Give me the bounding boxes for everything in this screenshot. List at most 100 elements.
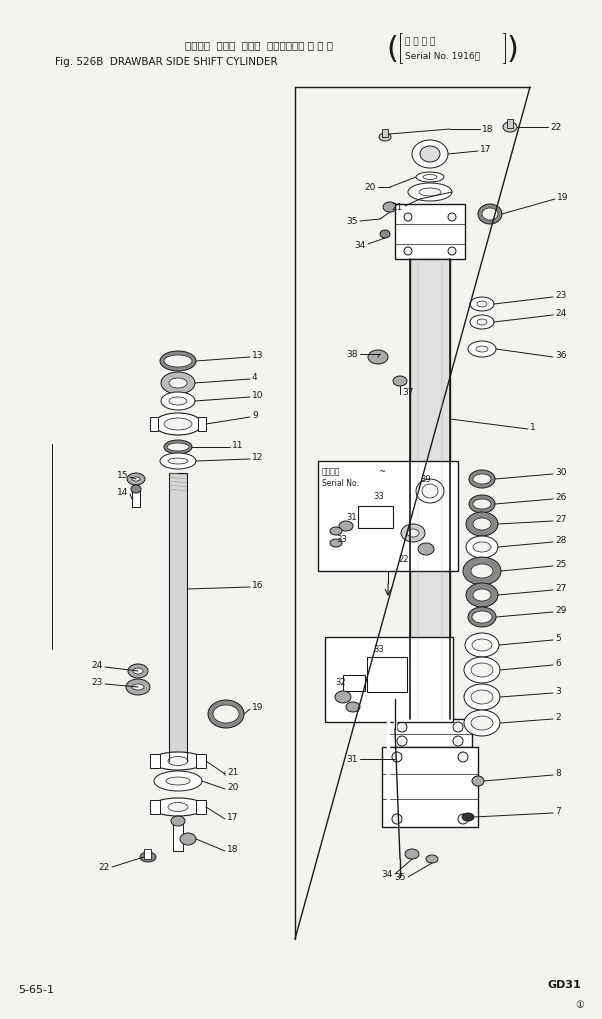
Ellipse shape <box>404 248 412 256</box>
Text: 21: 21 <box>392 203 403 211</box>
Ellipse shape <box>164 440 192 454</box>
Text: 12: 12 <box>252 453 264 462</box>
Ellipse shape <box>161 373 195 394</box>
Ellipse shape <box>416 480 444 503</box>
Text: 29: 29 <box>555 606 566 614</box>
Ellipse shape <box>151 752 205 770</box>
Ellipse shape <box>397 722 407 733</box>
Ellipse shape <box>468 341 496 358</box>
Ellipse shape <box>392 752 402 762</box>
Bar <box>169 474 187 761</box>
Ellipse shape <box>330 528 342 535</box>
Ellipse shape <box>133 668 143 675</box>
Ellipse shape <box>335 691 351 703</box>
Bar <box>395 205 465 260</box>
Bar <box>198 418 206 432</box>
Ellipse shape <box>346 702 360 712</box>
Ellipse shape <box>468 607 496 628</box>
Ellipse shape <box>126 680 150 695</box>
Ellipse shape <box>476 346 488 353</box>
Bar <box>173 821 183 851</box>
Ellipse shape <box>169 379 187 388</box>
Ellipse shape <box>412 141 448 169</box>
Ellipse shape <box>368 351 388 365</box>
Ellipse shape <box>472 611 492 624</box>
Text: 23: 23 <box>555 291 566 301</box>
Text: 34: 34 <box>382 869 393 878</box>
Ellipse shape <box>462 813 474 821</box>
Text: Fig. 526B  DRAWBAR SIDE SHIFT CYLINDER: Fig. 526B DRAWBAR SIDE SHIFT CYLINDER <box>55 57 278 67</box>
Ellipse shape <box>465 634 499 657</box>
Bar <box>196 800 206 814</box>
Ellipse shape <box>208 700 244 729</box>
Text: 31: 31 <box>346 513 356 522</box>
Ellipse shape <box>473 519 491 531</box>
Text: 38: 38 <box>347 351 358 359</box>
Text: 25: 25 <box>555 560 566 569</box>
Text: 1: 1 <box>530 423 536 432</box>
Text: 24: 24 <box>92 661 103 669</box>
Ellipse shape <box>448 214 456 222</box>
Text: 量用号機: 量用号機 <box>322 467 341 476</box>
Text: 19: 19 <box>252 703 264 712</box>
Text: 13: 13 <box>252 352 264 360</box>
Text: Serial No.: Serial No. <box>322 479 359 488</box>
Ellipse shape <box>168 803 188 812</box>
Ellipse shape <box>471 690 493 704</box>
Ellipse shape <box>330 539 342 547</box>
Ellipse shape <box>416 173 444 182</box>
Bar <box>144 849 151 859</box>
Text: 37: 37 <box>402 388 414 397</box>
Text: 4: 4 <box>252 373 258 382</box>
Ellipse shape <box>164 356 192 368</box>
Ellipse shape <box>470 298 494 312</box>
Ellipse shape <box>180 834 196 845</box>
Ellipse shape <box>466 584 498 607</box>
Ellipse shape <box>405 849 419 859</box>
Ellipse shape <box>419 189 441 197</box>
Bar <box>196 754 206 768</box>
Ellipse shape <box>167 443 189 451</box>
Bar <box>150 800 160 814</box>
Ellipse shape <box>422 484 438 498</box>
Text: ①: ① <box>575 999 584 1009</box>
Ellipse shape <box>160 352 196 372</box>
Ellipse shape <box>154 414 202 435</box>
Ellipse shape <box>473 499 491 510</box>
Ellipse shape <box>473 589 491 601</box>
Ellipse shape <box>127 474 145 485</box>
Text: 32: 32 <box>335 678 346 687</box>
Text: 17: 17 <box>480 146 491 154</box>
Text: 26: 26 <box>555 493 566 502</box>
Ellipse shape <box>458 814 468 824</box>
Ellipse shape <box>397 737 407 746</box>
Text: 適 用 号 機: 適 用 号 機 <box>405 38 435 47</box>
Bar <box>382 747 478 827</box>
Text: 35: 35 <box>347 217 358 226</box>
Ellipse shape <box>407 530 419 537</box>
Ellipse shape <box>380 230 390 238</box>
Ellipse shape <box>128 664 148 679</box>
Text: 18: 18 <box>482 125 494 135</box>
Ellipse shape <box>503 123 517 132</box>
Ellipse shape <box>131 485 141 493</box>
Text: GD31: GD31 <box>548 979 582 989</box>
Ellipse shape <box>151 798 205 816</box>
Bar <box>343 676 365 691</box>
Text: 33: 33 <box>373 492 383 501</box>
Ellipse shape <box>466 536 498 558</box>
Text: 5-65-1: 5-65-1 <box>18 984 54 994</box>
Text: 14: 14 <box>117 488 128 497</box>
Ellipse shape <box>482 209 498 221</box>
Ellipse shape <box>464 710 500 737</box>
Ellipse shape <box>132 478 140 482</box>
Text: 16: 16 <box>252 581 264 590</box>
Text: 33: 33 <box>336 535 347 544</box>
Ellipse shape <box>453 737 463 746</box>
Ellipse shape <box>473 475 491 484</box>
Text: 30: 30 <box>555 468 566 477</box>
Text: 23: 23 <box>92 678 103 687</box>
Ellipse shape <box>404 214 412 222</box>
Ellipse shape <box>166 777 190 786</box>
Ellipse shape <box>168 459 188 465</box>
